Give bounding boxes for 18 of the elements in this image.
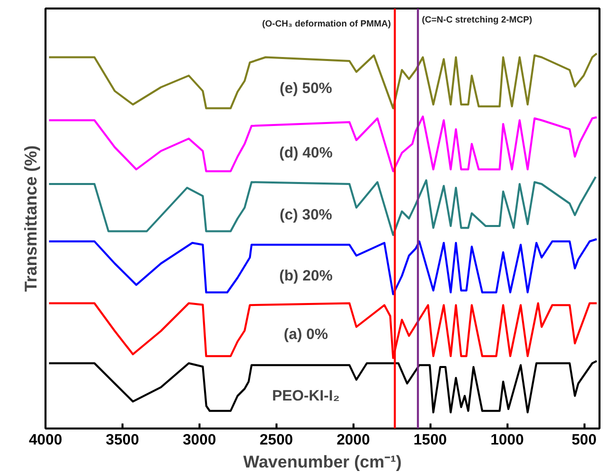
series-label: (e) 50% — [280, 80, 332, 97]
series-label: (c) 30% — [280, 206, 332, 224]
x-tick-label: 1000 — [490, 432, 524, 448]
x-tick-label: 3000 — [182, 432, 216, 448]
x-tick-label: 3500 — [106, 432, 140, 448]
series-label: (a) 0% — [284, 326, 328, 343]
x-tick-label: 4000 — [28, 432, 62, 448]
x-tick-label: 2000 — [336, 432, 370, 448]
series-label: (d) 40% — [279, 144, 333, 162]
y-axis-title: Transmittance (%) — [22, 145, 40, 292]
series-label: (b) 20% — [279, 267, 333, 284]
ref-line-label: (O-CH₃ deformation of PMMA) — [262, 18, 391, 28]
x-tick-label: 1500 — [414, 432, 447, 448]
x-tick-label: 2500 — [260, 432, 294, 448]
ref-line-label: (C=N-C stretching 2-MCP) — [422, 14, 532, 24]
series-label: PEO-KI-I₂ — [272, 388, 340, 405]
x-tick-label: 500 — [572, 432, 597, 448]
x-axis-title: Wavenumber (cm⁻¹) — [243, 452, 402, 472]
